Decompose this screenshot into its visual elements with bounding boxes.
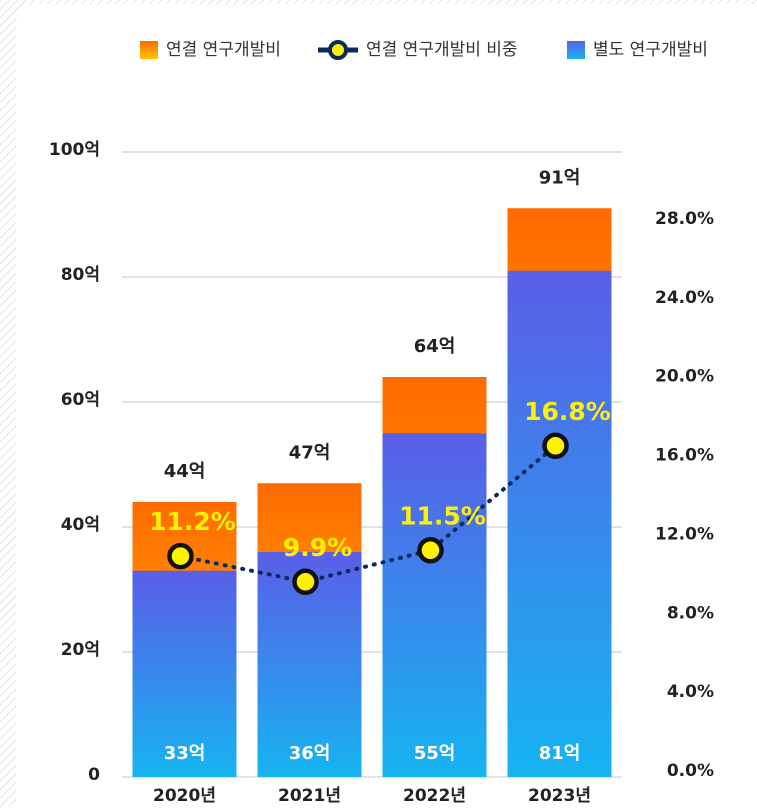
- data-label: 55억: [414, 743, 456, 764]
- y2-tick-label: 12.0%: [655, 524, 714, 544]
- line-label: 16.8%: [524, 397, 611, 426]
- data-label: 36억: [289, 743, 331, 764]
- x-tick-label: 2022년: [403, 786, 466, 806]
- line-marker: [170, 545, 192, 567]
- bar: [508, 271, 612, 777]
- legend-swatch: [140, 41, 158, 59]
- legend-swatch: [567, 41, 585, 59]
- y-tick-label: 40억: [61, 515, 100, 535]
- y-tick-label: 60억: [61, 390, 100, 410]
- y2-tick-label: 0.0%: [667, 761, 714, 781]
- data-label: 64억: [414, 336, 456, 357]
- legend: 연결 연구개발비 연결 연구개발비 비중 별도 연구개발비: [140, 40, 708, 60]
- bar: [383, 433, 487, 777]
- line-label: 9.9%: [283, 533, 352, 562]
- data-label: 91억: [539, 167, 581, 188]
- x-tick-label: 2023년: [528, 786, 591, 806]
- legend-label: 연결 연구개발비: [166, 40, 281, 60]
- data-label: 33억: [164, 743, 206, 764]
- data-label: 44억: [164, 461, 206, 482]
- y2-tick-label: 24.0%: [655, 288, 714, 308]
- line-marker: [420, 539, 442, 561]
- data-label: 47억: [289, 442, 331, 463]
- line-label: 11.5%: [399, 501, 486, 530]
- y-tick-label: 100억: [49, 140, 100, 160]
- line-marker: [545, 435, 567, 457]
- x-tick-label: 2021년: [278, 786, 341, 806]
- y2-tick-label: 8.0%: [667, 603, 714, 623]
- y-tick-label: 20억: [61, 640, 100, 660]
- chart: 연결 연구개발비 연결 연구개발비 비중 별도 연구개발비 0 20억 40억 60억 80…: [0, 0, 757, 807]
- y2-tick-label: 16.0%: [655, 446, 714, 466]
- line-label: 11.2%: [149, 507, 236, 536]
- x-tick-label: 2020년: [153, 786, 216, 806]
- line-marker: [295, 571, 317, 593]
- y-tick-label: 0: [88, 765, 100, 785]
- y2-tick-label: 28.0%: [655, 209, 714, 229]
- legend-label: 연결 연구개발비 비중: [366, 40, 518, 60]
- data-label: 81억: [539, 743, 581, 764]
- legend-label: 별도 연구개발비: [593, 40, 708, 60]
- y2-tick-label: 4.0%: [667, 682, 714, 702]
- y2-tick-label: 20.0%: [655, 367, 714, 387]
- y-tick-label: 80억: [61, 265, 100, 285]
- legend-swatch: [330, 42, 346, 58]
